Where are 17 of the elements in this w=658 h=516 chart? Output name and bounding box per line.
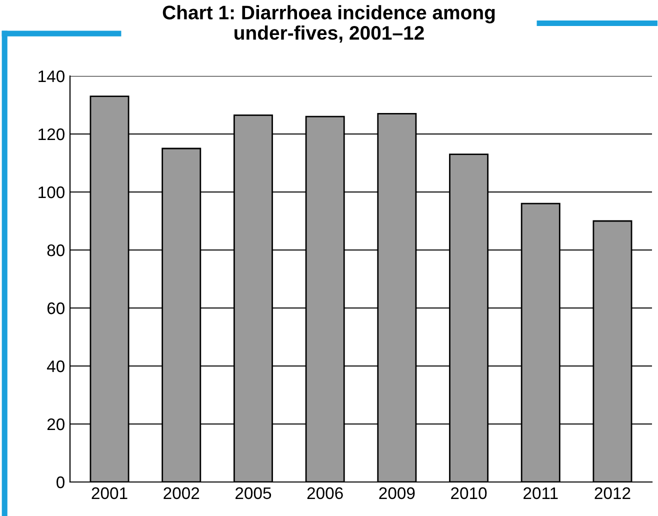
x-tick-label: 2006	[307, 487, 343, 500]
chart-title: Chart 1: Diarrhoea incidence among under-fives, 2001–12	[162, 5, 495, 43]
x-tick-label: 2005	[236, 487, 272, 500]
y-tick-label: 120	[38, 128, 64, 140]
x-tick-label: 2009	[379, 487, 415, 500]
x-tick-label: 2001	[92, 487, 128, 500]
x-tick-label: 2012	[594, 487, 630, 500]
x-tick-label: 2002	[164, 487, 200, 500]
y-tick-label: 140	[38, 70, 64, 82]
x-tick-label: 2011	[524, 487, 558, 500]
y-tick-label: 80	[47, 244, 64, 256]
y-tick-label: 100	[38, 186, 64, 198]
y-tick-label: 60	[47, 302, 64, 314]
y-tick-label: 40	[46, 360, 64, 372]
x-tick-label: 2010	[451, 487, 487, 500]
y-tick-label: 20	[47, 418, 64, 430]
y-tick-label: 0	[56, 476, 64, 488]
